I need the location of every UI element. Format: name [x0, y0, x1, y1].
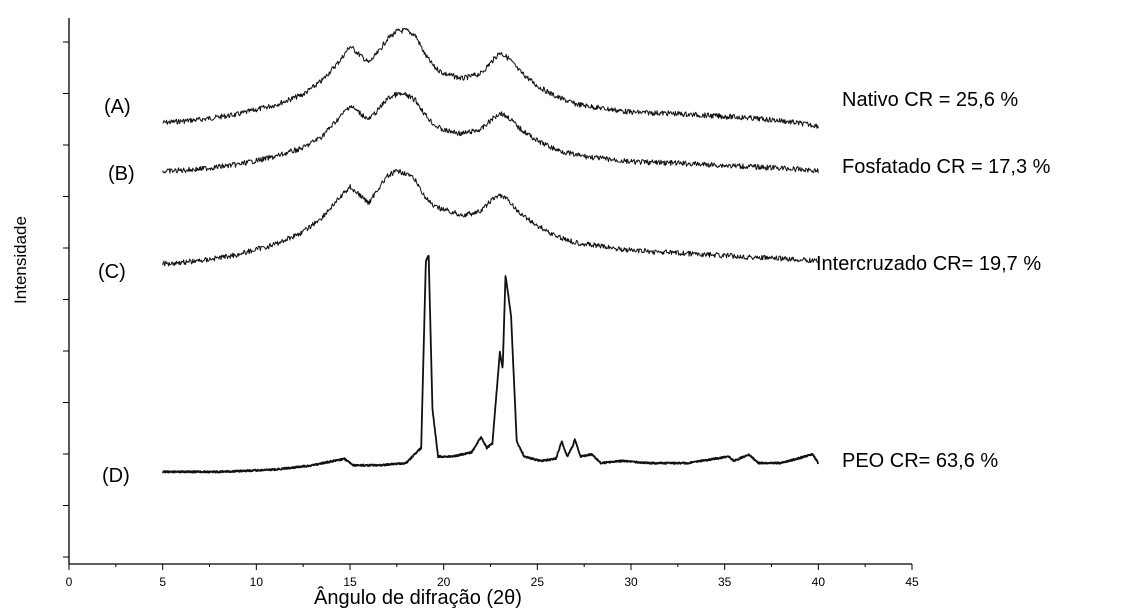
- series-name-1: Nativo CR = 25,6 %: [842, 89, 1018, 111]
- series-line-3: [162, 168, 819, 267]
- series-letter-1: (A): [104, 96, 131, 118]
- series-name-2: Fosfatado CR = 17,3 %: [842, 156, 1051, 178]
- x-tick-label: 35: [718, 575, 732, 589]
- x-tick-label: 5: [159, 575, 166, 589]
- x-axis-tick-labels: 0 5 10 15 20 25 30 35 40 45: [66, 575, 919, 589]
- x-tick-label: 0: [66, 575, 73, 589]
- y-axis-title: Intensidade: [11, 216, 30, 304]
- x-axis-ticks: [68, 564, 913, 570]
- series-letter-3: (C): [98, 261, 126, 283]
- series-letter-4: (D): [102, 465, 130, 487]
- x-axis-title: Ângulo de difração (2θ): [314, 586, 522, 609]
- x-tick-label: 40: [812, 575, 826, 589]
- x-tick-label: 25: [531, 575, 545, 589]
- x-tick-label: 45: [905, 575, 919, 589]
- x-tick-label: 20: [437, 575, 451, 589]
- series-line-2: [162, 91, 819, 174]
- series-name-labels: Nativo CR = 25,6 % Fosfatado CR = 17,3 % I…: [816, 89, 1051, 472]
- series-letter-labels: (A) (B) (C) (D): [98, 96, 135, 487]
- x-tick-label: 15: [343, 575, 357, 589]
- series-name-3: Intercruzado CR= 19,7 %: [816, 253, 1041, 275]
- series-letter-2: (B): [108, 163, 135, 185]
- y-axis-ticks: [63, 41, 69, 558]
- series-name-4: PEO CR= 63,6 %: [842, 450, 998, 472]
- x-tick-label: 30: [624, 575, 638, 589]
- series-line-4: [161, 254, 820, 474]
- x-tick-label: 10: [250, 575, 264, 589]
- series-line-1: [162, 27, 819, 129]
- series-group: [161, 27, 820, 474]
